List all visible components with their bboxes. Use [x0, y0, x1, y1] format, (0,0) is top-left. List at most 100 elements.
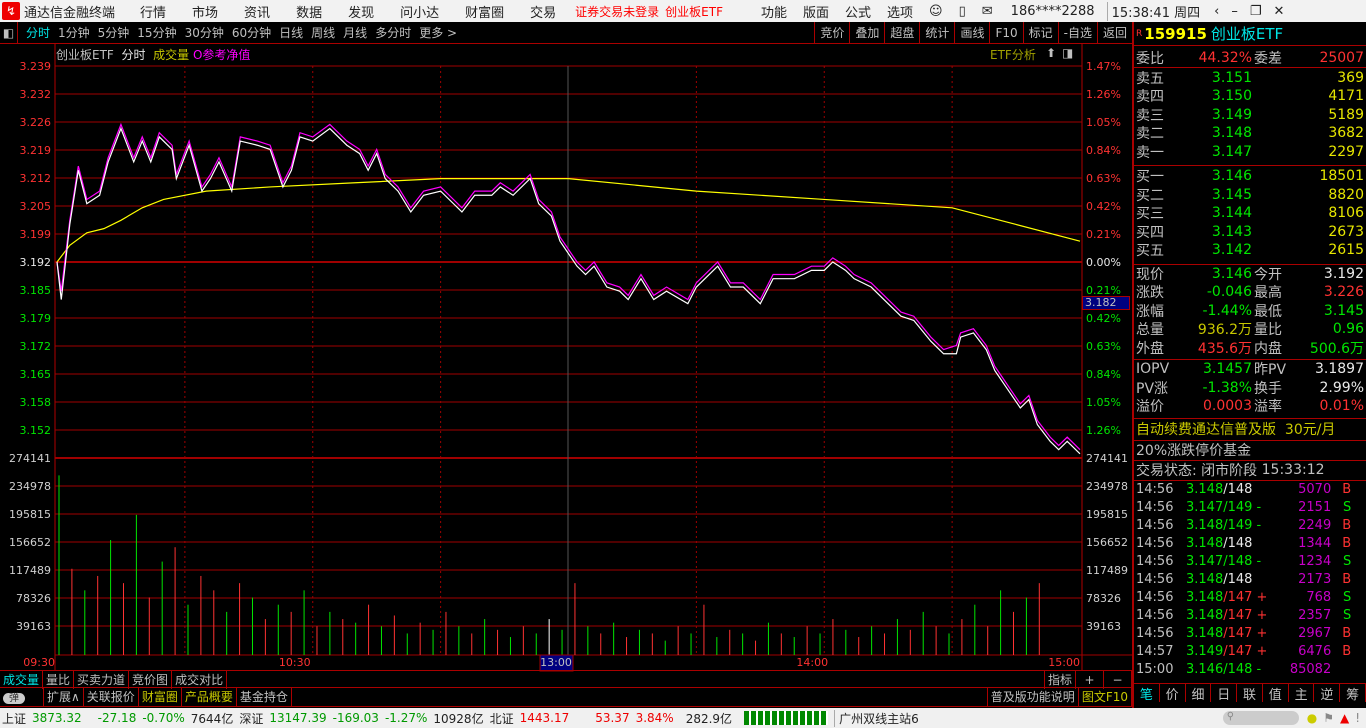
indicator-tab[interactable]: 买卖力道	[74, 671, 130, 689]
menu-item[interactable]: 发现	[348, 5, 375, 21]
quote-tab[interactable]: 笔	[1134, 683, 1160, 703]
menu-item[interactable]: 问小达	[400, 5, 440, 21]
sh-label[interactable]: 上证	[2, 711, 27, 726]
quote-tab[interactable]: 日	[1211, 683, 1238, 703]
stat-value: 3.192	[1323, 265, 1364, 282]
menu-item[interactable]: 数据	[296, 5, 323, 21]
nav-line	[56, 122, 1081, 451]
expand-icon[interactable]: ⬆	[1046, 46, 1057, 60]
menu-item[interactable]: 财富圈	[465, 5, 505, 21]
period-tab[interactable]: 月线	[343, 26, 368, 40]
search-box[interactable]: ⚲	[1222, 711, 1299, 725]
menu-item[interactable]: 版面	[803, 5, 830, 21]
back-icon[interactable]: ‹	[1214, 3, 1220, 19]
restore-icon[interactable]: ❐	[1249, 3, 1262, 19]
period-tab[interactable]: 日线	[279, 26, 304, 40]
toolbar-button[interactable]: 返回	[1096, 21, 1132, 44]
extension-bar: 弹 扩展∧ 关联报价 财富圈 产品概要 基金持仓 普及版功能说明 图文F10	[0, 688, 1132, 707]
zoom-in-button[interactable]: +	[1076, 671, 1104, 689]
close-icon[interactable]: ✕	[1273, 3, 1285, 19]
extension-tab[interactable]: 扩展∧	[44, 688, 84, 706]
toolbar-button[interactable]: 统计	[919, 21, 954, 44]
login-notice[interactable]: 证券交易未登录	[575, 4, 660, 19]
toolbar-button[interactable]: F10	[989, 21, 1022, 44]
popup-toggle-label: 弹	[3, 693, 25, 704]
coin-icon[interactable]: ●	[1306, 711, 1318, 725]
user-account[interactable]: 186****2288	[1010, 3, 1095, 19]
panel-icon[interactable]: ◨	[1062, 46, 1074, 60]
quote-tab[interactable]: 细	[1186, 683, 1212, 703]
support-icon[interactable]: ☺	[929, 3, 943, 19]
alert-icon[interactable]: !	[1355, 711, 1360, 725]
tick-price: 3.146	[1186, 662, 1224, 677]
order-book-row: 买五 3.142 2615	[1134, 241, 1366, 260]
period-tab[interactable]: 15分钟	[137, 26, 177, 40]
toolbar-button[interactable]: 超盘	[884, 21, 919, 44]
f10-link[interactable]: 图文F10	[1079, 688, 1132, 706]
extension-tab[interactable]: 财富圈	[139, 688, 182, 706]
quote-tab[interactable]: 逆	[1314, 683, 1341, 703]
toolbar-button[interactable]: 标记	[1022, 21, 1058, 44]
period-tab[interactable]: 5分钟	[97, 26, 130, 40]
extension-tab[interactable]: 基金持仓	[237, 688, 292, 706]
minimize-icon[interactable]: –	[1231, 3, 1238, 19]
tick-row: 14:56 3.148/148 5070 B	[1134, 481, 1366, 499]
tick-spread: /148 -	[1223, 554, 1262, 569]
pct-tick-label: 0.84%	[1086, 368, 1121, 381]
popup-toggle[interactable]: 弹	[0, 688, 44, 706]
price-tick-label: 3.239	[20, 60, 52, 73]
signal-icon[interactable]: ▲	[1339, 711, 1350, 725]
phone-icon[interactable]: ▯	[958, 3, 966, 19]
menu-item[interactable]: 资讯	[244, 5, 271, 21]
help-link[interactable]: 普及版功能说明	[986, 688, 1079, 706]
toolbar-button[interactable]: -自选	[1057, 21, 1097, 44]
bj-change: 53.37	[595, 711, 630, 725]
level-volume: 2297	[1328, 143, 1364, 160]
quote-tab[interactable]: 价	[1160, 683, 1186, 703]
quote-tab[interactable]: 主	[1289, 683, 1315, 703]
indicator-tab[interactable]: 成交对比	[172, 671, 228, 689]
period-tab[interactable]: 多分时	[375, 26, 412, 40]
period-tab[interactable]: 1分钟	[58, 26, 90, 40]
subscription-ad[interactable]: 自动续费通达信普及版 30元/月	[1134, 419, 1366, 441]
menu-item[interactable]: 交易	[530, 5, 557, 21]
indicator-tab[interactable]: 竞价图	[129, 671, 173, 689]
message-icon[interactable]: ✉	[981, 3, 993, 19]
period-tab[interactable]: 更多 >	[419, 26, 458, 40]
intraday-chart[interactable]: 3.239 1.47% 3.232 1.26% 3.226 1.05% 3.219 0.84%…	[0, 0, 1132, 672]
period-tab[interactable]: 周线	[311, 26, 336, 40]
tick-price: 3.148	[1186, 536, 1224, 551]
etf-analysis-link[interactable]: ETF分析	[990, 48, 1036, 62]
chart-nav-legend[interactable]: O参考净值	[192, 48, 251, 62]
menu-item[interactable]: 市场	[192, 5, 219, 21]
quote-tab[interactable]: 值	[1263, 683, 1289, 703]
menu-item[interactable]: 公式	[845, 5, 872, 21]
zoom-out-button[interactable]: −	[1104, 671, 1132, 689]
toolbar-button[interactable]: 叠加	[849, 21, 884, 44]
period-tab[interactable]: 分时	[26, 26, 51, 40]
indicator-button[interactable]: 指标	[1043, 671, 1076, 689]
quote-tab[interactable]: 联	[1237, 683, 1263, 703]
bj-label[interactable]: 北证	[489, 711, 514, 726]
menu-item[interactable]: 选项	[887, 5, 914, 21]
toolbar-button[interactable]: 画线	[954, 21, 989, 44]
order-book-row: 买三 3.144 8106	[1134, 204, 1366, 223]
period-tab[interactable]: 30分钟	[184, 26, 224, 40]
sidebar-toggle-icon[interactable]: ◧	[0, 21, 18, 44]
period-tab[interactable]: 60分钟	[231, 26, 272, 40]
toolbar-button[interactable]: 竞价	[814, 21, 849, 44]
quote-tab[interactable]: 筹	[1340, 683, 1366, 703]
stat-label: 换手	[1254, 380, 1282, 397]
indicator-tab[interactable]: 成交量	[0, 671, 44, 689]
sz-amount: 10928亿	[433, 711, 484, 726]
satellite-icon[interactable]: ⚑	[1323, 711, 1334, 725]
sz-label[interactable]: 深证	[239, 711, 264, 726]
tick-price: 3.148	[1186, 518, 1224, 533]
indicator-tab[interactable]: 量比	[43, 671, 75, 689]
menu-item[interactable]: 功能	[760, 5, 787, 21]
server-name[interactable]: 广州双线主站6	[834, 709, 919, 727]
extension-tab[interactable]: 产品概要	[182, 688, 237, 706]
level-label: 卖五	[1136, 70, 1164, 87]
extension-tab[interactable]: 关联报价	[84, 688, 139, 706]
menu-item[interactable]: 行情	[140, 5, 167, 21]
